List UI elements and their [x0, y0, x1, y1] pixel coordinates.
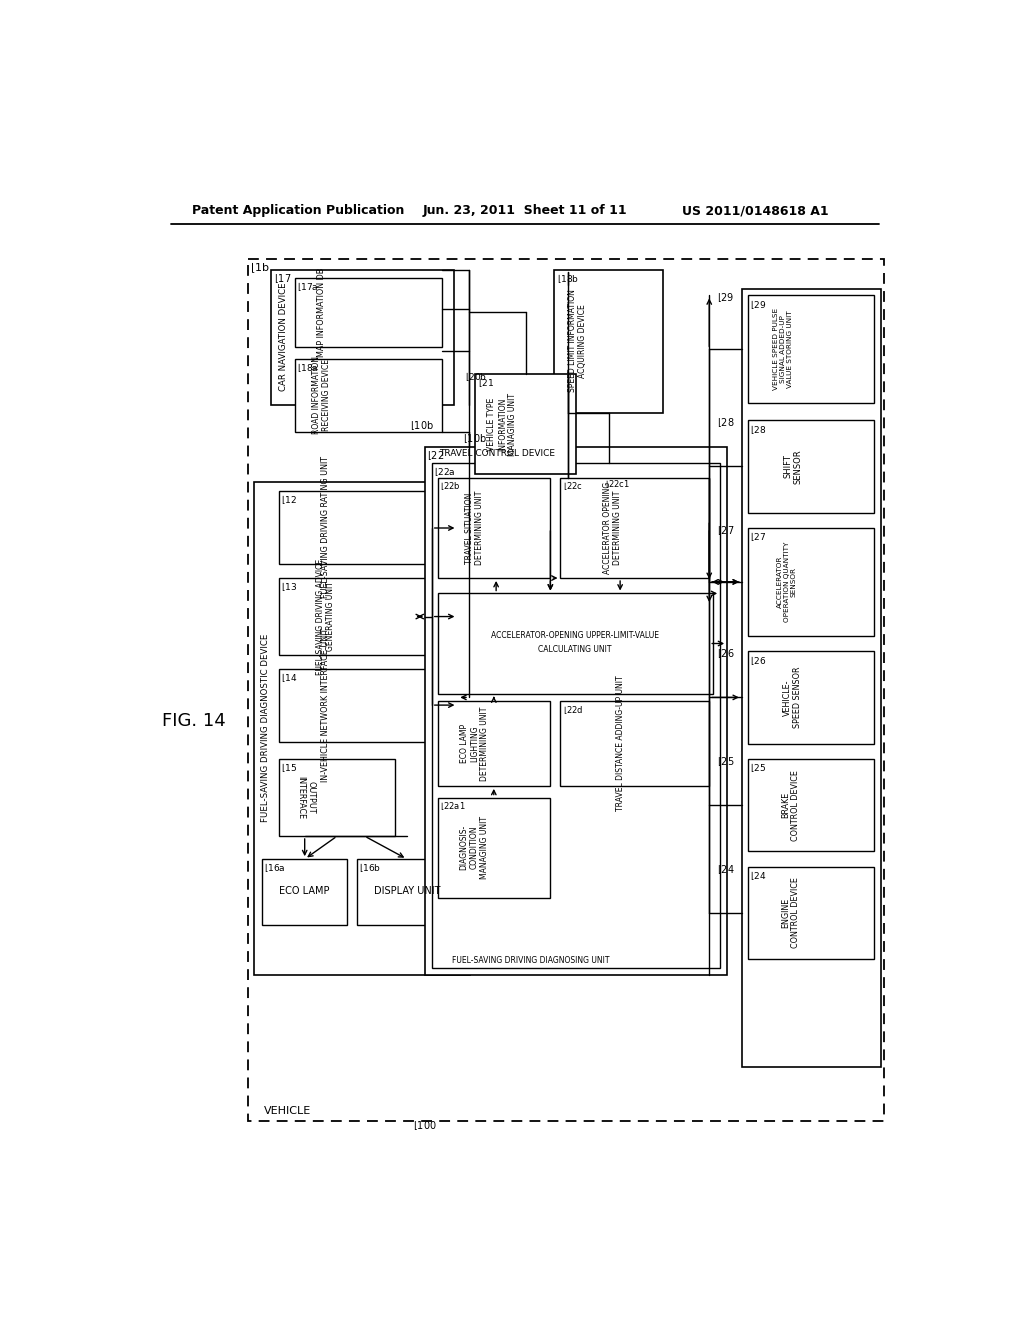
- Text: VEHICLE SPEED PULSE
SIGNAL ADDED-UP
VALUE STORING UNIT: VEHICLE SPEED PULSE SIGNAL ADDED-UP VALU…: [773, 309, 793, 391]
- Text: $\lfloor$28: $\lfloor$28: [751, 422, 767, 436]
- Text: $\lfloor$22: $\lfloor$22: [427, 449, 444, 462]
- Text: $\lfloor$100: $\lfloor$100: [414, 1119, 437, 1133]
- Text: $\lfloor$22c1: $\lfloor$22c1: [604, 478, 630, 490]
- Text: US 2011/0148618 A1: US 2011/0148618 A1: [682, 205, 829, 218]
- Text: CAR NAVIGATION DEVICE: CAR NAVIGATION DEVICE: [279, 282, 288, 391]
- Text: VEHICLE-
SPEED SENSOR: VEHICLE- SPEED SENSOR: [782, 667, 802, 729]
- Text: ECO LAMP: ECO LAMP: [280, 887, 330, 896]
- Text: $\lfloor$21: $\lfloor$21: [477, 376, 494, 389]
- Text: $\lfloor$29: $\lfloor$29: [751, 298, 767, 310]
- Text: $\lfloor$26: $\lfloor$26: [751, 653, 767, 667]
- Text: VEHICLE TYPE
INFORMATION
MANAGING UNIT: VEHICLE TYPE INFORMATION MANAGING UNIT: [487, 392, 517, 455]
- Text: FUEL-SAVING DRIVING DIAGNOSTIC DEVICE: FUEL-SAVING DRIVING DIAGNOSTIC DEVICE: [261, 634, 269, 822]
- Bar: [748, 528, 873, 636]
- Text: SHIFT
SENSOR: SHIFT SENSOR: [783, 449, 803, 483]
- Bar: [748, 651, 873, 743]
- Text: $\lfloor$20b: $\lfloor$20b: [465, 370, 487, 383]
- Bar: [248, 259, 884, 1121]
- Bar: [356, 859, 458, 924]
- Text: Jun. 23, 2011  Sheet 11 of 11: Jun. 23, 2011 Sheet 11 of 11: [423, 205, 627, 218]
- Text: SPEED LIMIT INFORMATION
ACQUIRING DEVICE: SPEED LIMIT INFORMATION ACQUIRING DEVICE: [567, 289, 587, 392]
- Text: $\lfloor$22c: $\lfloor$22c: [563, 480, 583, 492]
- Bar: [748, 296, 873, 404]
- Bar: [254, 482, 470, 974]
- Bar: [438, 478, 550, 578]
- Bar: [295, 359, 442, 432]
- Text: $\lfloor$25: $\lfloor$25: [751, 762, 767, 775]
- Text: ACCELERATOR-OPENING UPPER-LIMIT-VALUE: ACCELERATOR-OPENING UPPER-LIMIT-VALUE: [492, 631, 659, 640]
- Text: TRAVEL DISTANCE ADDING-UP UNIT: TRAVEL DISTANCE ADDING-UP UNIT: [615, 676, 625, 812]
- Text: $\lfloor$22b: $\lfloor$22b: [440, 480, 461, 492]
- Bar: [280, 759, 395, 836]
- Text: ACCELERATOR
OPERATION QUANTITY
SENSOR: ACCELERATOR OPERATION QUANTITY SENSOR: [777, 541, 797, 622]
- Text: TRAVEL CONTROL DEVICE: TRAVEL CONTROL DEVICE: [439, 449, 556, 458]
- Text: $\lfloor$24: $\lfloor$24: [751, 869, 767, 882]
- Text: ENGINE
CONTROL DEVICE: ENGINE CONTROL DEVICE: [781, 878, 801, 949]
- Text: Patent Application Publication: Patent Application Publication: [193, 205, 404, 218]
- Bar: [280, 578, 458, 655]
- Text: ACCELERATOR OPENING
DETERMINING UNIT: ACCELERATOR OPENING DETERMINING UNIT: [603, 482, 622, 574]
- Text: $\lfloor$28: $\lfloor$28: [718, 416, 735, 429]
- Text: $\lfloor$17a: $\lfloor$17a: [297, 280, 318, 293]
- Bar: [560, 701, 710, 785]
- Text: VEHICLE: VEHICLE: [263, 1106, 311, 1115]
- Bar: [748, 759, 873, 851]
- Bar: [438, 701, 550, 785]
- Text: $\lfloor$16a: $\lfloor$16a: [264, 862, 286, 874]
- Bar: [280, 491, 458, 564]
- Text: OUTPUT
INTERFACE: OUTPUT INTERFACE: [297, 776, 316, 820]
- Text: $\lfloor$1b: $\lfloor$1b: [251, 261, 270, 276]
- Text: MAP INFORMATION DB: MAP INFORMATION DB: [317, 268, 327, 356]
- Text: $\lfloor$12: $\lfloor$12: [282, 494, 297, 507]
- Text: ROAD INFORMATION
RECEIVING DEVICE: ROAD INFORMATION RECEIVING DEVICE: [312, 356, 332, 434]
- Text: $\lfloor$26: $\lfloor$26: [718, 647, 735, 660]
- Text: $\lfloor$10b: $\lfloor$10b: [463, 432, 486, 445]
- Text: TRAVEL SITUATION
DETERMINING UNIT: TRAVEL SITUATION DETERMINING UNIT: [465, 491, 484, 565]
- Bar: [438, 594, 713, 693]
- Text: CALCULATING UNIT: CALCULATING UNIT: [539, 645, 612, 655]
- Text: $\lfloor$14: $\lfloor$14: [282, 671, 298, 684]
- Bar: [748, 867, 873, 960]
- Text: $\lfloor$27: $\lfloor$27: [718, 524, 735, 537]
- Text: $\lfloor$22d: $\lfloor$22d: [563, 704, 584, 715]
- Text: $\lfloor$22a1: $\lfloor$22a1: [440, 800, 466, 812]
- Text: FIG. 14: FIG. 14: [162, 711, 225, 730]
- Bar: [748, 420, 873, 512]
- Text: DISPLAY UNIT: DISPLAY UNIT: [374, 887, 440, 896]
- Text: DIAGNOSIS-
CONDITION
MANAGING UNIT: DIAGNOSIS- CONDITION MANAGING UNIT: [460, 816, 489, 879]
- Text: $\lfloor$22a: $\lfloor$22a: [434, 465, 456, 478]
- Text: $\lfloor$29: $\lfloor$29: [718, 290, 735, 304]
- Text: FUEL-SAVING DRIVING ADVICE
GENERATING UNIT: FUEL-SAVING DRIVING ADVICE GENERATING UN…: [316, 558, 335, 675]
- Bar: [295, 277, 442, 347]
- Bar: [560, 478, 710, 578]
- Text: ECO LAMP
LIGHTING
DETERMINING UNIT: ECO LAMP LIGHTING DETERMINING UNIT: [460, 706, 489, 781]
- Text: $\lfloor$25: $\lfloor$25: [718, 755, 735, 768]
- Text: $\lfloor$15: $\lfloor$15: [282, 762, 298, 775]
- Text: $\lfloor$24: $\lfloor$24: [717, 863, 735, 876]
- Bar: [271, 271, 454, 405]
- Text: BRAKE
CONTROL DEVICE: BRAKE CONTROL DEVICE: [781, 770, 801, 841]
- Bar: [475, 374, 575, 474]
- Text: $\lfloor$18a: $\lfloor$18a: [297, 360, 318, 374]
- Bar: [438, 797, 550, 898]
- Text: FUEL-SAVING DRIVING DIAGNOSING UNIT: FUEL-SAVING DRIVING DIAGNOSING UNIT: [452, 957, 609, 965]
- Bar: [741, 289, 882, 1067]
- Text: $\lfloor$13: $\lfloor$13: [282, 581, 298, 594]
- Bar: [262, 859, 347, 924]
- Bar: [554, 271, 663, 413]
- Text: FUEL-SAVING DRIVING RATING UNIT: FUEL-SAVING DRIVING RATING UNIT: [322, 457, 330, 598]
- Text: $\lfloor$10b: $\lfloor$10b: [411, 418, 434, 432]
- Bar: [432, 462, 720, 968]
- Text: $\lfloor$16b: $\lfloor$16b: [359, 862, 381, 874]
- Text: $\lfloor$27: $\lfloor$27: [751, 531, 767, 544]
- Bar: [280, 669, 458, 742]
- Text: $\lfloor$17: $\lfloor$17: [273, 272, 291, 285]
- Bar: [425, 447, 727, 974]
- Text: IN-VEHICLE NETWORK INTERFACE UNIT: IN-VEHICLE NETWORK INTERFACE UNIT: [322, 628, 330, 783]
- Text: $\lfloor$18b: $\lfloor$18b: [557, 272, 579, 285]
